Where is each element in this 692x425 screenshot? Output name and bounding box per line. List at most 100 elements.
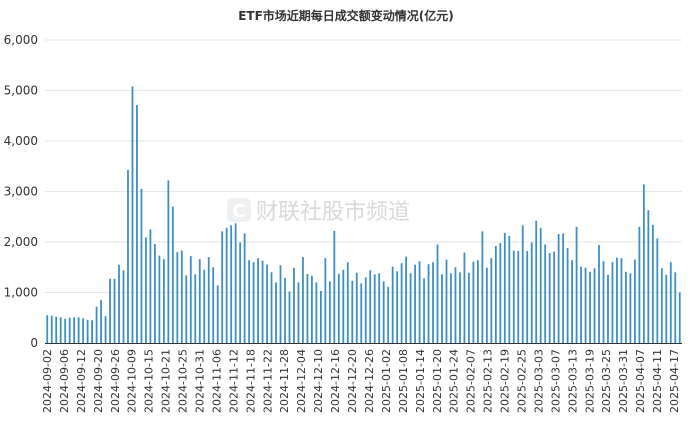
y-tick-label: 3,000 [4,185,38,199]
watermark-text: 财联社股市频道 [256,200,410,225]
bar [198,259,201,343]
bar [602,261,605,343]
x-tick-label: 2024-10-31 [194,349,207,413]
bar [548,253,551,343]
y-axis: 0 1,000 2,000 3,000 4,000 5,000 6,000 [4,33,38,350]
bar [441,274,443,343]
bar [360,283,363,343]
bar [221,231,224,343]
bar [638,226,641,343]
bar [319,290,322,343]
bar [95,306,98,343]
bar [288,291,291,343]
bars [46,86,681,344]
x-tick-label: 2025-01-08 [397,349,410,413]
bar [82,318,85,343]
bar [409,273,412,343]
bar [598,245,600,343]
bar [55,316,58,343]
bar [297,282,300,343]
x-tick-label: 2025-02-07 [465,349,478,413]
bar [611,262,614,343]
x-tick-label: 2025-04-07 [634,349,647,413]
bar [575,226,578,343]
x-tick-label: 2024-12-04 [295,349,308,413]
x-tick-label: 2025-03-19 [583,349,596,413]
bar [212,267,215,343]
bar [625,271,627,343]
bar [396,271,399,343]
bar [566,248,569,343]
x-tick-label: 2024-10-21 [160,349,173,413]
bar [59,317,62,343]
x-tick-label: 2025-01-14 [414,349,427,413]
x-tick-label: 2024-11-06 [210,349,223,413]
bar [660,268,663,343]
x-tick-label: 2025-03-31 [617,349,630,413]
bar [400,263,403,343]
bar [243,233,246,343]
x-axis: 2024-09-02 2024-09-06 2024-09-12 2024-09-20… [41,343,682,413]
bar [73,317,76,343]
bar [589,271,591,343]
bar [463,252,466,343]
bar [149,229,152,344]
bar [517,251,520,343]
x-tick-label: 2024-11-12 [227,349,240,413]
x-tick-label: 2024-09-20 [92,349,105,413]
bar [77,317,80,343]
bar [584,267,587,343]
bar [351,280,354,343]
bar [476,260,479,343]
y-tick-label: 4,000 [4,134,38,148]
x-tick-label: 2025-04-11 [651,349,664,413]
bar [445,259,448,343]
bar [315,282,318,343]
y-tick-label: 1,000 [4,286,38,300]
bar [436,244,439,343]
bar [387,286,390,343]
bar [427,264,430,343]
bar [306,273,309,343]
x-tick-label: 2025-01-24 [448,349,461,413]
bar [651,224,654,343]
bar [669,262,672,343]
bar [100,300,102,343]
bar [333,230,336,343]
bar [140,188,143,343]
y-tick-label: 5,000 [4,84,38,98]
bar [607,274,609,343]
bar [346,262,349,343]
bar [499,243,502,343]
x-tick-label: 2024-09-12 [75,349,88,413]
x-tick-label: 2025-03-25 [600,349,613,413]
bar [266,264,268,343]
bar [481,231,484,343]
bar [158,255,161,343]
bar [180,250,183,343]
x-tick-label: 2024-10-09 [126,349,139,413]
bar [342,269,345,343]
bar [109,278,111,343]
bar [162,259,165,343]
bar [261,260,264,343]
bar [86,319,89,343]
bar [571,260,573,343]
x-tick-label: 2024-11-28 [278,349,291,413]
x-tick-label: 2025-03-13 [566,349,579,413]
y-tick-label: 6,000 [4,33,38,47]
bar [279,265,282,343]
x-tick-label: 2024-09-06 [58,349,71,413]
bar [50,315,53,343]
bar [145,237,147,343]
bar [382,281,385,343]
bar [593,268,596,343]
bar [562,233,565,343]
bar [674,272,677,343]
bar [284,277,286,343]
bar [68,317,71,343]
x-tick-label: 2025-04-17 [668,349,681,413]
bar [185,275,188,343]
bar [136,105,138,343]
x-tick-label: 2024-12-10 [312,349,325,413]
